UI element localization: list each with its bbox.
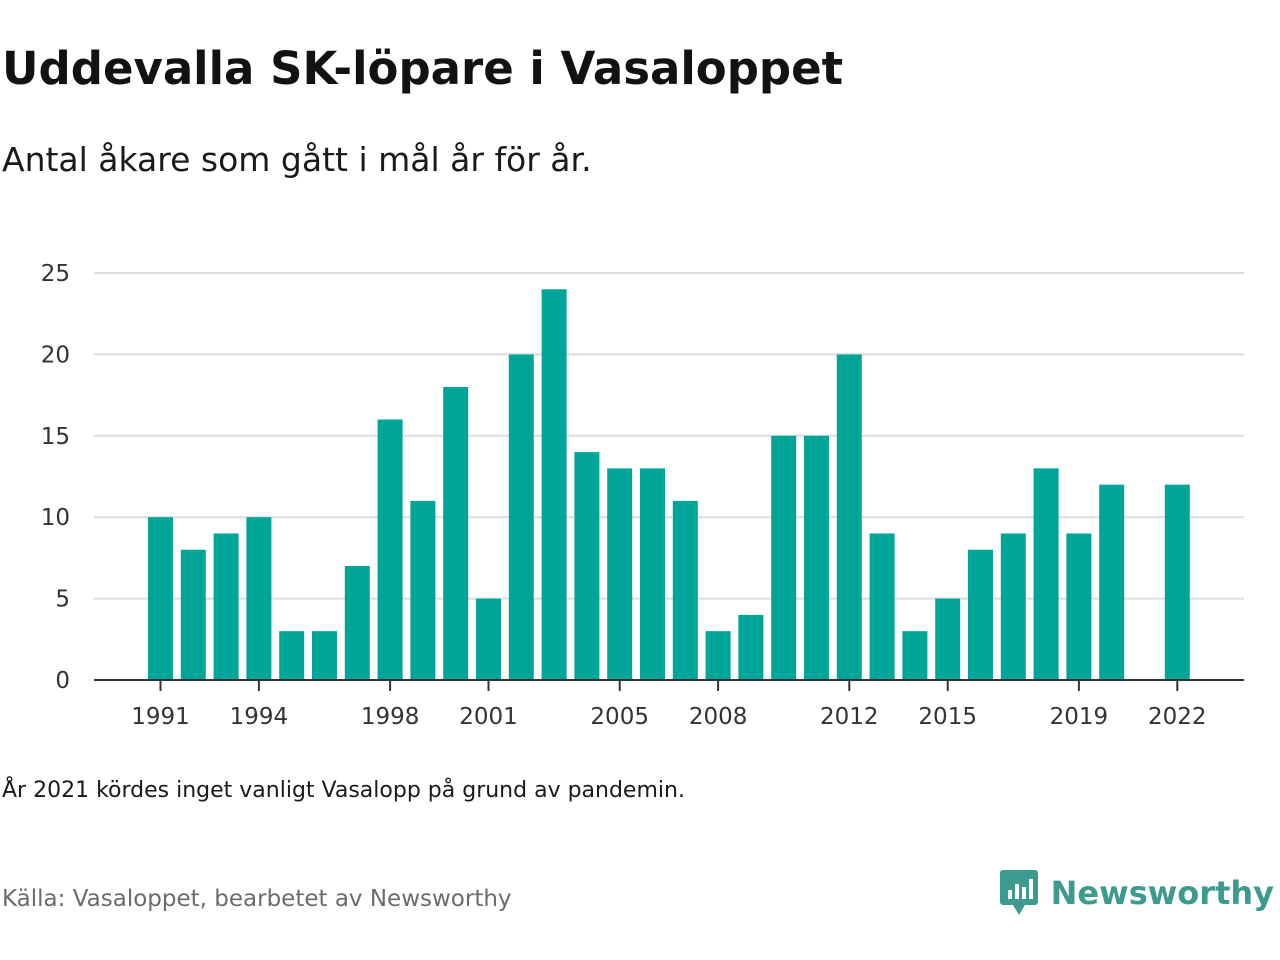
chart-subtitle: Antal åkare som gått i mål år för år. — [2, 140, 592, 179]
bar-2007 — [672, 500, 698, 680]
bar-1999 — [410, 500, 436, 680]
bar-2004 — [574, 452, 600, 680]
x-tick-label-2015: 2015 — [918, 704, 977, 730]
bar-2003 — [541, 289, 567, 680]
y-tick-label-25: 25 — [41, 261, 70, 287]
newsworthy-logo-icon — [999, 870, 1038, 915]
bar-2002 — [508, 354, 534, 680]
x-tick-label-2001: 2001 — [459, 704, 518, 730]
newsworthy-brand: Newsworthy — [999, 868, 1274, 918]
bars — [148, 289, 1190, 680]
x-tick-label-2019: 2019 — [1050, 704, 1109, 730]
bar-2016 — [968, 549, 993, 680]
y-tick-label-5: 5 — [55, 587, 70, 613]
bar-2006 — [640, 468, 665, 680]
bar-2012 — [836, 354, 862, 680]
tick-labels: 0 5 10 15 20 25 1991 1994 1998 2001 2005 2008 2012 20… — [41, 261, 1207, 730]
bar-1993 — [213, 533, 239, 680]
axes — [94, 679, 1244, 691]
y-tick-label-20: 20 — [41, 342, 70, 368]
bar-1998 — [377, 419, 403, 680]
bar-1997 — [344, 566, 370, 680]
x-tick-label-1991: 1991 — [131, 704, 190, 730]
bar-2020 — [1099, 484, 1125, 680]
x-tick-label-2005: 2005 — [590, 704, 649, 730]
bar-2010 — [771, 435, 797, 680]
x-tick-label-2012: 2012 — [820, 704, 879, 730]
y-tick-label-10: 10 — [41, 505, 70, 531]
chart-title: Uddevalla SK-löpare i Vasaloppet — [2, 42, 844, 95]
bar-chart: 0 5 10 15 20 25 1991 1994 1998 2001 2005 2008 2012 20… — [41, 261, 1244, 730]
bar-2022 — [1164, 484, 1190, 680]
x-tick-label-2008: 2008 — [689, 704, 748, 730]
bar-2013 — [869, 533, 895, 680]
bar-2015 — [935, 598, 961, 680]
bar-2005 — [607, 468, 633, 680]
bar-1996 — [312, 631, 337, 680]
y-tick-label-0: 0 — [55, 668, 70, 694]
bar-1991 — [148, 517, 173, 680]
bar-2014 — [902, 631, 928, 680]
bar-2017 — [1000, 533, 1026, 680]
x-tick-label-1998: 1998 — [361, 704, 420, 730]
x-tick-label-2022: 2022 — [1148, 704, 1207, 730]
footnote: År 2021 kördes inget vanligt Vasalopp på… — [2, 778, 685, 803]
bar-2018 — [1033, 468, 1059, 680]
x-tick-label-1994: 1994 — [230, 704, 289, 730]
bar-2009 — [738, 614, 764, 680]
bar-1994 — [246, 517, 272, 680]
y-tick-label-15: 15 — [41, 424, 70, 450]
source-text: Källa: Vasaloppet, bearbetet av Newswort… — [2, 886, 512, 912]
bar-1992 — [180, 549, 206, 680]
brand-name: Newsworthy — [1050, 874, 1274, 912]
bar-2000 — [443, 386, 469, 680]
bar-1995 — [279, 631, 305, 680]
bar-2019 — [1066, 533, 1092, 680]
bar-2008 — [705, 631, 731, 680]
bar-2001 — [476, 598, 501, 680]
bar-2011 — [804, 435, 829, 680]
